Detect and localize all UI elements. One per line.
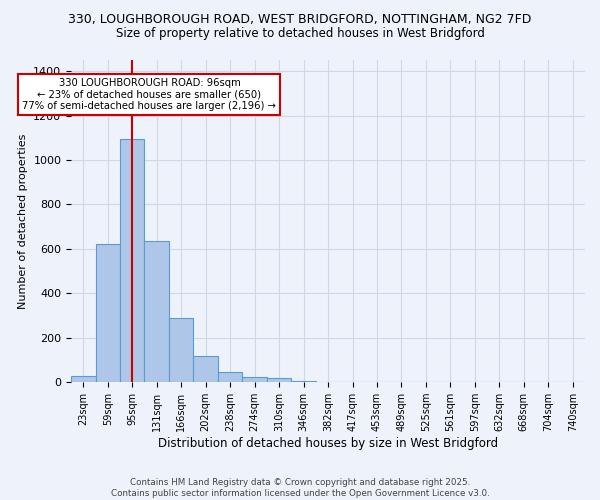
Text: Contains HM Land Registry data © Crown copyright and database right 2025.
Contai: Contains HM Land Registry data © Crown c… (110, 478, 490, 498)
Bar (95, 244, 120, 382)
Text: 330, LOUGHBOROUGH ROAD, WEST BRIDGFORD, NOTTINGHAM, NG2 7FD: 330, LOUGHBOROUGH ROAD, WEST BRIDGFORD, … (68, 12, 532, 26)
Text: Size of property relative to detached houses in West Bridgford: Size of property relative to detached ho… (116, 28, 484, 40)
Bar (71, 376, 95, 382)
Bar (242, 376, 267, 382)
Text: 330 LOUGHBOROUGH ROAD: 96sqm
← 23% of detached houses are smaller (650)
77% of s: 330 LOUGHBOROUGH ROAD: 96sqm ← 23% of de… (22, 78, 277, 111)
Bar (292, 381, 316, 382)
Bar (145, 241, 169, 382)
X-axis label: Distribution of detached houses by size in West Bridgford: Distribution of detached houses by size … (158, 437, 498, 450)
Bar (193, 356, 218, 382)
Bar (267, 378, 292, 382)
Bar (169, 318, 193, 382)
Bar (120, 139, 145, 382)
Y-axis label: Number of detached properties: Number of detached properties (17, 134, 28, 309)
Bar (218, 372, 242, 382)
